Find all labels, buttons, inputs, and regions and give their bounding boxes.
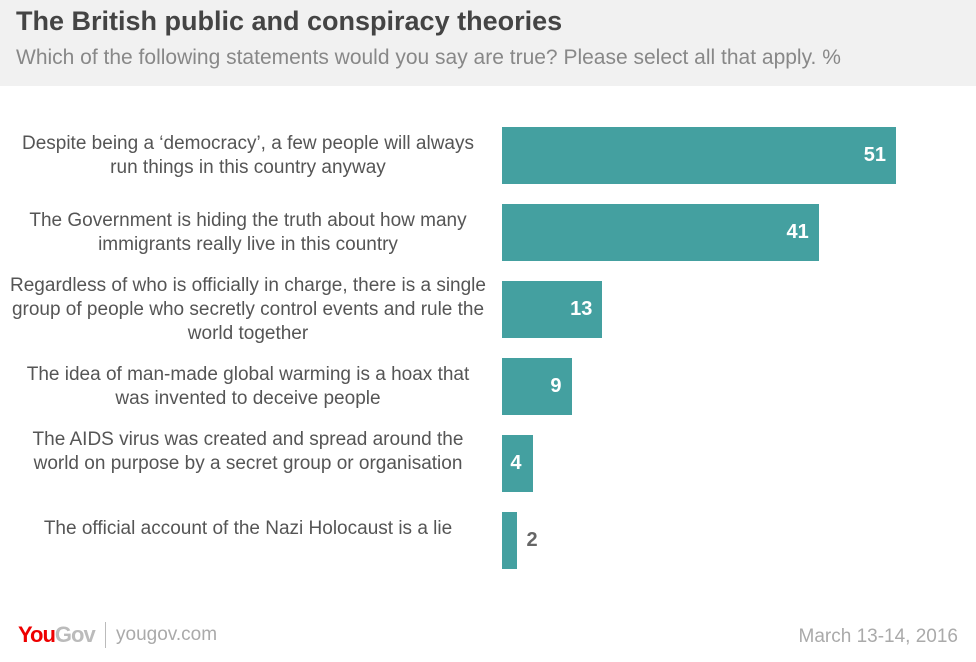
- header: The British public and conspiracy theori…: [0, 0, 976, 86]
- category-label: Regardless of who is officially in charg…: [10, 274, 486, 344]
- bar: [502, 435, 533, 492]
- category-label: The AIDS virus was created and spread ar…: [32, 428, 464, 474]
- category-label: The idea of man-made global warming is a…: [26, 363, 470, 409]
- data-label: 2: [526, 529, 538, 551]
- bar: [502, 512, 518, 569]
- survey-date: March 13-14, 2016: [798, 626, 959, 647]
- site-link[interactable]: yougov.com: [116, 624, 218, 645]
- data-label: 4: [510, 452, 522, 474]
- chart-subtitle: Which of the following statements would …: [16, 46, 841, 69]
- divider: [105, 622, 106, 648]
- data-label: 51: [863, 144, 886, 166]
- bar: [502, 127, 896, 184]
- yougov-logo: YouGov: [18, 622, 96, 647]
- bar: [502, 204, 819, 261]
- chart-title: The British public and conspiracy theori…: [16, 6, 563, 36]
- category-label: The Government is hiding the truth about…: [29, 209, 467, 255]
- bar: [502, 358, 572, 415]
- category-label: Despite being a ‘democracy’, a few peopl…: [21, 132, 474, 178]
- category-label: The official account of the Nazi Holocau…: [43, 517, 453, 539]
- data-label: 9: [550, 375, 562, 397]
- data-label: 13: [570, 298, 593, 320]
- data-label: 41: [786, 221, 809, 243]
- bar: [502, 281, 603, 338]
